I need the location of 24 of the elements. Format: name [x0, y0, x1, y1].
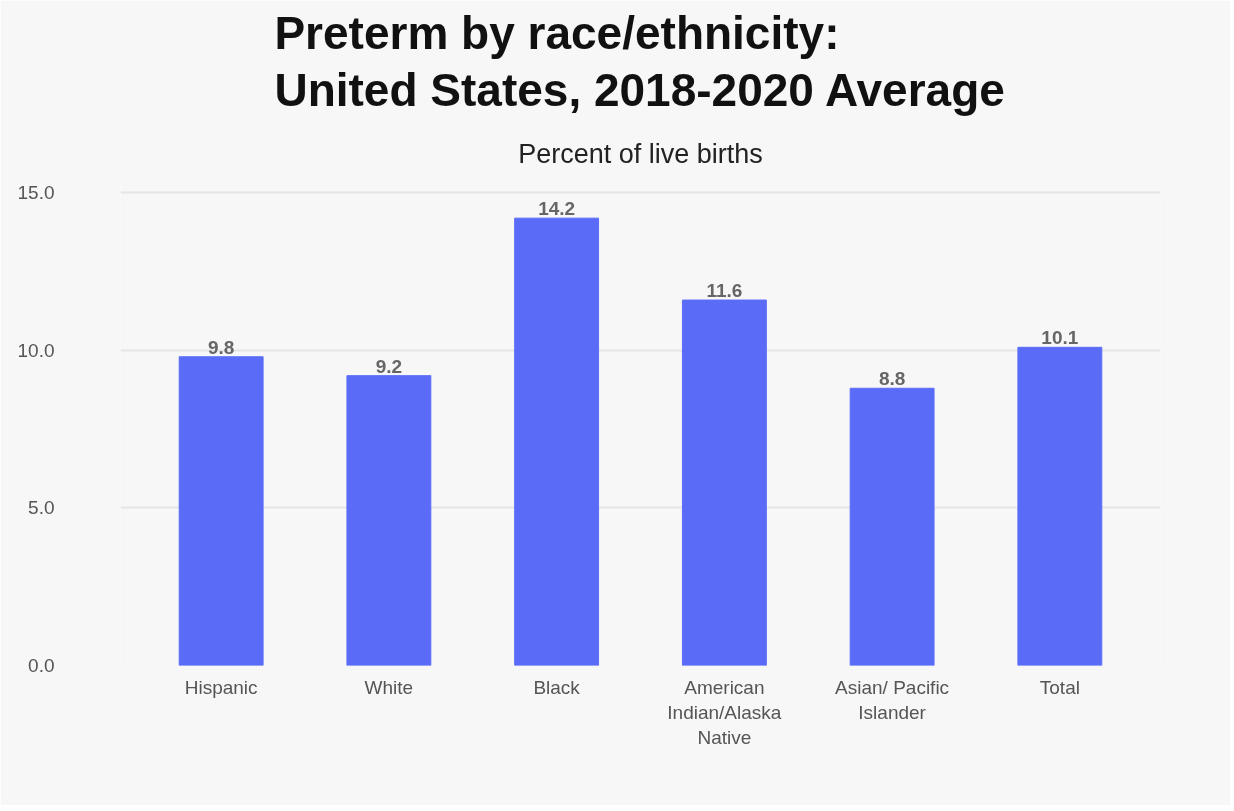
chart-title: Preterm by race/ethnicity: United States, 2018-2020 Average — [274, 7, 1005, 117]
x-tick-label: Black — [533, 676, 581, 698]
x-tick-label: Asian/ Pacific Islander — [835, 676, 950, 723]
data-label: 9.8 — [207, 336, 235, 358]
y-tick-label: 10.0 — [17, 339, 55, 361]
data-label: 10.1 — [1041, 327, 1079, 349]
bar — [346, 375, 432, 666]
bar — [681, 299, 767, 666]
x-tick-label: Hispanic — [184, 676, 258, 698]
y-tick-label: 0.0 — [28, 655, 55, 676]
bar — [1017, 346, 1103, 666]
bar — [514, 217, 600, 666]
x-tick-label: White — [364, 676, 414, 698]
data-label: 14.2 — [538, 198, 576, 220]
bar — [849, 387, 935, 666]
data-label: 11.6 — [706, 280, 743, 302]
chart-subtitle: Percent of live births — [518, 138, 763, 169]
y-tick-label: 5.0 — [28, 497, 55, 519]
data-label: 9.2 — [375, 355, 403, 377]
x-tick-label: American Indian/Alaska Native — [667, 676, 782, 748]
y-tick-label: 15.0 — [17, 182, 55, 204]
x-tick-label: Total — [1039, 676, 1080, 698]
bar — [178, 356, 264, 666]
data-label: 8.8 — [878, 368, 906, 390]
